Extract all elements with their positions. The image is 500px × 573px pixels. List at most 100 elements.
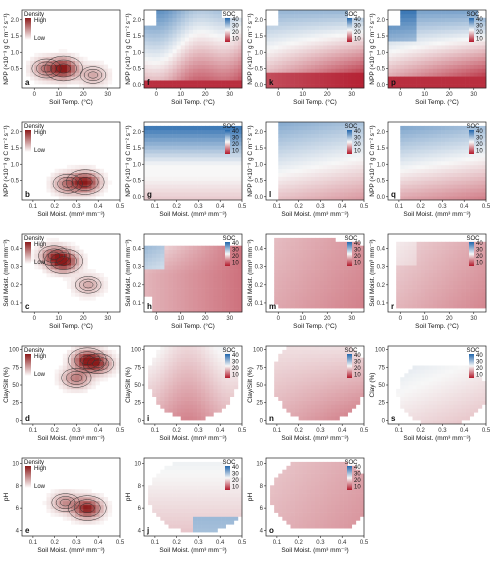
heatmap-cell [339, 17, 344, 22]
heatmap-cell [54, 369, 60, 374]
heatmap-cell [286, 300, 291, 305]
heatmap-cell [197, 137, 202, 142]
heatmap-cell [176, 257, 182, 262]
heatmap-cell [152, 161, 157, 166]
heatmap-cell [152, 477, 157, 482]
heatmap-cell [42, 253, 47, 258]
heatmap-cell [335, 377, 340, 382]
heatmap-cell [188, 489, 194, 494]
heatmap-cell [233, 184, 239, 189]
heatmap-cell [197, 245, 202, 250]
heatmap-cell [201, 17, 206, 22]
heatmap-cell [148, 72, 153, 77]
heatmap-cell [221, 33, 226, 38]
heatmap-cell [343, 141, 348, 146]
heatmap-cell [180, 528, 186, 533]
heatmap-cell [176, 280, 182, 285]
heatmap-cell [172, 381, 177, 386]
density-contour [68, 495, 107, 521]
heatmap-cell [164, 385, 169, 390]
heatmap-cell [176, 276, 182, 282]
heatmap-cell [306, 196, 312, 201]
heatmap-cell [290, 164, 295, 170]
heatmap-cell [213, 265, 218, 270]
heatmap-cell [319, 257, 324, 262]
heatmap-cell [156, 493, 161, 498]
heatmap-cell [180, 33, 186, 38]
heatmap-cell [298, 161, 304, 166]
heatmap-cell [50, 56, 55, 61]
heatmap-cell [327, 261, 332, 266]
heatmap-cell [201, 84, 206, 89]
heatmap-cell [331, 125, 336, 131]
heatmap-cell [339, 13, 344, 19]
heatmap-cell [197, 60, 202, 65]
heatmap-cell [172, 373, 177, 378]
heatmap-cell [343, 396, 348, 401]
heatmap-cell [221, 369, 226, 374]
heatmap-cell [310, 37, 316, 42]
heatmap-cell [205, 365, 210, 370]
heatmap-cell [327, 122, 332, 127]
heatmap-cell [290, 37, 295, 42]
heatmap-cell [213, 500, 218, 506]
x-tick-label: 0.5 [116, 428, 125, 434]
heatmap-cell [351, 157, 357, 162]
heatmap-cell [30, 72, 35, 77]
heatmap-cell [229, 385, 235, 390]
heatmap-cell [298, 64, 304, 69]
heatmap-cell [107, 180, 113, 185]
heatmap-cell [188, 68, 194, 73]
heatmap-cell [71, 52, 76, 58]
heatmap-cell [282, 137, 287, 142]
heatmap-cell [306, 125, 312, 131]
heatmap-cell [310, 145, 316, 150]
heatmap-cell [71, 276, 76, 282]
heatmap-cell [180, 396, 186, 401]
heatmap-cell [205, 249, 210, 254]
heatmap-cell [205, 37, 210, 42]
soc-legend-tick: 30 [232, 248, 239, 254]
heatmap-cell [197, 416, 202, 421]
heatmap-cell [217, 245, 222, 250]
heatmap-cell [209, 528, 214, 533]
heatmap-cell [339, 192, 344, 197]
heatmap-cell [160, 157, 165, 162]
heatmap-cell [180, 357, 186, 362]
soc-legend-tick: 40 [232, 353, 239, 359]
heatmap-cell [315, 72, 320, 77]
heatmap-cell [310, 473, 316, 478]
x-tick-label: 0.2 [50, 428, 59, 434]
heatmap-cell [298, 149, 304, 154]
heatmap-cell [221, 188, 226, 193]
heatmap-cell [278, 500, 283, 506]
heatmap-cell [209, 10, 214, 15]
heatmap-cell [168, 10, 173, 15]
heatmap-cell [172, 49, 177, 54]
heatmap-cell [286, 261, 291, 266]
heatmap-cell [197, 253, 202, 258]
heatmap-cell [95, 280, 100, 285]
heatmap-cell [99, 168, 104, 173]
heatmap-cell [184, 412, 190, 417]
heatmap-cell [331, 237, 336, 243]
heatmap-cell [278, 45, 283, 50]
heatmap-cell [343, 52, 348, 58]
heatmap-cell [176, 161, 182, 166]
x-tick-label: 20 [202, 92, 209, 98]
heatmap-cell [193, 261, 198, 266]
heatmap-cell [184, 60, 190, 65]
heatmap-cell [229, 392, 235, 397]
heatmap-cell [278, 261, 283, 266]
heatmap-cell [331, 412, 336, 417]
heatmap-cell [306, 237, 312, 243]
heatmap-cell [54, 504, 60, 509]
heatmap-cell [221, 481, 226, 486]
heatmap-cell [213, 68, 218, 73]
heatmap-cell [359, 17, 365, 22]
heatmap-cell [233, 60, 239, 65]
heatmap-cell [99, 84, 104, 89]
heatmap-cell [286, 497, 291, 502]
heatmap-cell [278, 392, 283, 397]
heatmap-cell [205, 469, 210, 474]
